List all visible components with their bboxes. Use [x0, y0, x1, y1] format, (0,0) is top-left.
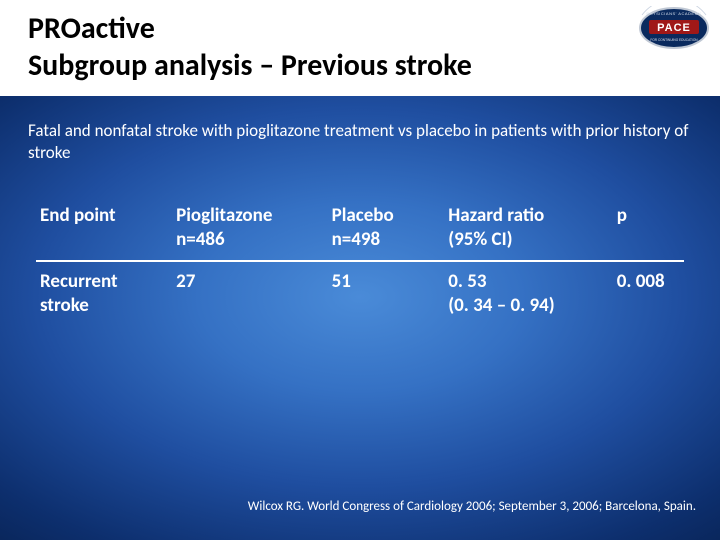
cell-placebo: 51: [328, 261, 445, 325]
col-header-endpoint: End point: [36, 198, 172, 261]
svg-text:FOR CONTINUING EDUCATION: FOR CONTINUING EDUCATION: [650, 38, 698, 42]
cell-pioglitazone: 27: [172, 261, 328, 325]
title-line-1: PROactive: [28, 10, 692, 47]
col-header-hazard-ratio: Hazard ratio (95% CI): [444, 198, 612, 261]
col-header-placebo: Placebo n=498: [328, 198, 445, 261]
slide-header: PROactive Subgroup analysis – Previous s…: [0, 0, 720, 96]
results-table: End point Pioglitazone n=486 Placebo n=4…: [36, 198, 684, 325]
cell-hazard-ratio: 0. 53 (0. 34 – 0. 94): [444, 261, 612, 325]
cell-endpoint: Recurrent stroke: [36, 261, 172, 325]
title-line-2: Subgroup analysis – Previous stroke: [28, 47, 692, 84]
col-header-pioglitazone: Pioglitazone n=486: [172, 198, 328, 261]
col-header-p: p: [613, 198, 684, 261]
subtitle-text: Fatal and nonfatal stroke with pioglitaz…: [0, 96, 720, 164]
pace-logo: PHYSICIANS' ACADEMY PACE FOR CONTINUING …: [638, 6, 710, 50]
cell-p-value: 0. 008: [613, 261, 684, 325]
citation-text: Wilcox RG. World Congress of Cardiology …: [248, 499, 696, 514]
pace-logo-icon: PHYSICIANS' ACADEMY PACE FOR CONTINUING …: [638, 6, 710, 50]
table-header-row: End point Pioglitazone n=486 Placebo n=4…: [36, 198, 684, 261]
svg-text:PHYSICIANS' ACADEMY: PHYSICIANS' ACADEMY: [646, 11, 701, 16]
slide: PROactive Subgroup analysis – Previous s…: [0, 0, 720, 540]
results-table-container: End point Pioglitazone n=486 Placebo n=4…: [0, 164, 720, 325]
table-row: Recurrent stroke 27 51 0. 53 (0. 34 – 0.…: [36, 261, 684, 325]
svg-text:PACE: PACE: [657, 22, 691, 34]
